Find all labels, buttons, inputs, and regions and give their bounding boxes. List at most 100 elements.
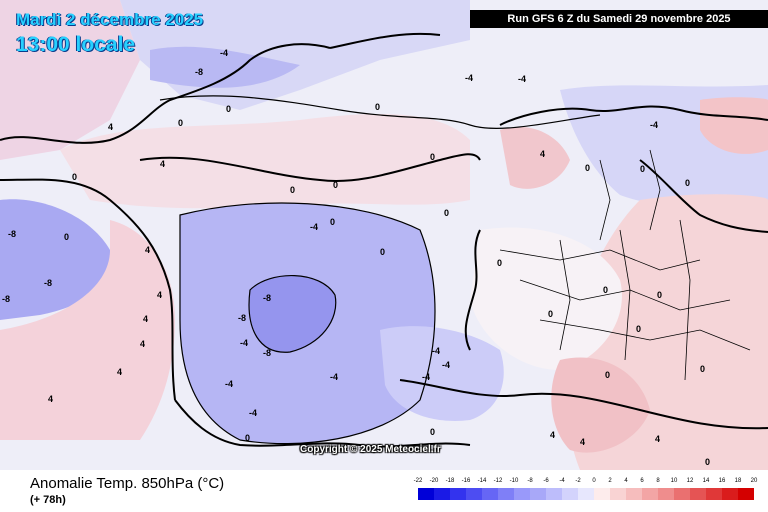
contour-label: -4 <box>310 222 318 232</box>
warm-zone-north-atlantic <box>60 114 470 209</box>
border-4 <box>559 239 571 351</box>
contour-label: -4 <box>220 48 228 58</box>
legend-swatch <box>482 488 498 500</box>
warm-zone-balkans <box>551 357 650 453</box>
legend-swatch <box>498 488 514 500</box>
contour-label: -4 <box>518 74 526 84</box>
copyright-notice: Copyright © 2025 Meteociel.fr <box>300 444 441 455</box>
legend-swatch <box>434 488 450 500</box>
contour-label: 0 <box>636 324 641 334</box>
contour-label: 4 <box>160 159 165 169</box>
cold-core-atlantic <box>249 275 336 353</box>
contour-label: 0 <box>72 172 77 182</box>
legend-swatch <box>546 488 562 500</box>
legend-swatch <box>466 488 482 500</box>
contour-label: -4 <box>422 372 430 382</box>
legend-tick-label: 16 <box>718 478 726 484</box>
legend-tick-label: 0 <box>592 478 596 484</box>
model-run-banner: Run GFS 6 Z du Samedi 29 novembre 2025 <box>470 10 768 28</box>
border-3 <box>539 319 751 351</box>
contour-label: -4 <box>650 120 658 130</box>
coastlines <box>0 32 768 448</box>
contour-label: 0 <box>705 457 710 467</box>
contour-label: -4 <box>432 346 440 356</box>
coast-scandinavia <box>499 105 768 126</box>
legend-swatch <box>594 488 610 500</box>
cold-zone-north <box>150 46 300 88</box>
cold-zone-labrador <box>0 199 112 320</box>
contour-label: -4 <box>240 338 248 348</box>
footer: Anomalie Temp. 850hPa (°C) (+ 78h) -22 -2… <box>0 470 768 512</box>
contour-label: -8 <box>8 229 16 239</box>
warm-zone-barents <box>700 97 768 154</box>
contour-label: 4 <box>143 314 148 324</box>
contour-label: -4 <box>249 408 257 418</box>
contour-label: 0 <box>245 433 250 443</box>
contour-label: 4 <box>48 394 53 404</box>
legend-tick-label: 14 <box>702 478 710 484</box>
warm-zone-atlantic-west <box>0 220 175 440</box>
border-6 <box>679 219 691 381</box>
border-1 <box>499 249 701 271</box>
legend-swatch <box>530 488 546 500</box>
contour-label: 0 <box>430 427 435 437</box>
legend-tick-label: -16 <box>461 478 471 484</box>
contour-label: 0 <box>605 370 610 380</box>
contour-label: 0 <box>497 258 502 268</box>
contour-label: 4 <box>108 122 113 132</box>
coast-arctic <box>329 32 441 49</box>
legend-tick-label: 12 <box>686 478 694 484</box>
warm-zone-greenland <box>0 0 140 160</box>
coast-iceland-shelf <box>139 153 481 182</box>
contour-label: 0 <box>657 290 662 300</box>
legend-swatch <box>450 488 466 500</box>
contour-label: -8 <box>263 293 271 303</box>
lead-time: (+ 78h) <box>30 494 66 506</box>
border-8 <box>649 149 661 231</box>
color-scale-legend: -22 -20 -18 -16 -14 -12 -10 -8 -6 -4 -2 0 2 4 6 8 10 12 14… <box>410 478 757 508</box>
legend-tick-label: 4 <box>624 478 628 484</box>
legend-swatch <box>706 488 722 500</box>
contour-label: 0 <box>640 164 645 174</box>
contour-label: 0 <box>585 163 590 173</box>
contour-label: 0 <box>178 118 183 128</box>
legend-tick-label: -6 <box>543 478 549 484</box>
neutral-zone-central-europe <box>470 227 622 370</box>
contour-label: 0 <box>444 208 449 218</box>
contour-label: -4 <box>442 360 450 370</box>
contour-label: 0 <box>330 217 335 227</box>
coast-greenland <box>0 43 331 144</box>
contour-label: 4 <box>145 245 150 255</box>
contour-label: 4 <box>655 434 660 444</box>
legend-swatch <box>642 488 658 500</box>
forecast-date: Mardi 2 décembre 2025 <box>16 10 204 29</box>
coast-atlantic-east <box>174 399 471 448</box>
contour-zero-north <box>159 95 601 129</box>
legend-swatch <box>674 488 690 500</box>
contour-label: 4 <box>550 430 555 440</box>
legend-swatch <box>690 488 706 500</box>
legend-tick-label: 6 <box>640 478 644 484</box>
legend-tick-label: -14 <box>477 478 487 484</box>
legend-swatch <box>610 488 626 500</box>
warm-zone-norway <box>500 126 570 189</box>
contour-labels: -8 -8 -8 -8 -8 -8 -8 -4 -4 -4 -4 -4 -4 -… <box>2 48 710 467</box>
contour-label: 0 <box>375 102 380 112</box>
anomaly-map: -8 -8 -8 -8 -8 -8 -8 -4 -4 -4 -4 -4 -4 -… <box>0 0 768 470</box>
contour-label: -8 <box>263 348 271 358</box>
legend-swatch <box>562 488 578 500</box>
legend-tick-label: -20 <box>429 478 439 484</box>
contour-label: 4 <box>117 367 122 377</box>
legend-swatch <box>514 488 530 500</box>
legend-tick-label: -8 <box>527 478 533 484</box>
contour-label: 4 <box>580 437 585 447</box>
legend-tick-label: -22 <box>413 478 423 484</box>
legend-swatch <box>578 488 594 500</box>
legend-tick-label: 10 <box>670 478 678 484</box>
contour-label: 0 <box>430 152 435 162</box>
contour-cold-core <box>248 274 337 353</box>
legend-tick-label: -2 <box>575 478 581 484</box>
contour-label: -8 <box>195 67 203 77</box>
contour-label: -4 <box>225 379 233 389</box>
contour-label: 0 <box>548 309 553 319</box>
